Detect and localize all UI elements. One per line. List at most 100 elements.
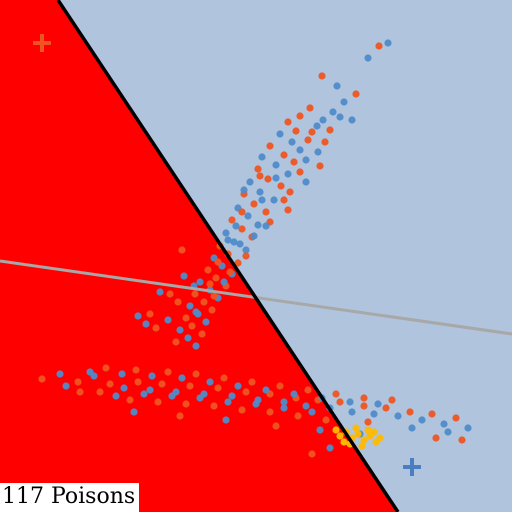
data-point <box>364 54 372 62</box>
data-point <box>290 158 298 166</box>
data-point <box>166 290 174 298</box>
data-point <box>340 438 348 446</box>
data-point <box>286 188 294 196</box>
data-point <box>258 153 266 161</box>
data-point <box>102 364 110 372</box>
data-point <box>196 278 204 286</box>
data-point <box>184 334 192 342</box>
data-point <box>134 312 142 320</box>
data-point <box>288 138 296 146</box>
data-point <box>306 104 314 112</box>
data-point <box>178 374 186 382</box>
data-point <box>242 246 250 254</box>
data-point <box>308 128 316 136</box>
orange-centroid-marker <box>33 34 51 52</box>
blue-centroid-bar-v <box>410 458 414 476</box>
orange-centroid-bar-v <box>40 34 44 52</box>
data-point <box>234 259 242 267</box>
data-point <box>280 398 288 406</box>
data-point <box>182 314 190 322</box>
data-point <box>326 126 334 134</box>
decision-boundary-line <box>56 0 400 512</box>
data-point <box>222 229 230 237</box>
data-point <box>336 398 344 406</box>
data-point <box>418 416 426 424</box>
data-point <box>62 382 70 390</box>
data-point <box>152 324 160 332</box>
data-point <box>238 406 246 414</box>
data-point <box>196 394 204 402</box>
data-point <box>322 416 330 424</box>
data-point <box>56 370 64 378</box>
data-point <box>120 384 128 392</box>
data-point <box>432 434 440 442</box>
data-point <box>440 420 448 428</box>
data-point <box>458 436 466 444</box>
data-point <box>248 378 256 386</box>
data-point <box>262 222 270 230</box>
data-point <box>210 292 218 300</box>
data-point <box>360 402 368 410</box>
data-point <box>132 366 140 374</box>
data-point <box>304 136 312 144</box>
data-point <box>252 400 260 408</box>
data-point <box>191 290 199 298</box>
data-point <box>164 316 172 324</box>
data-point <box>302 178 310 186</box>
data-point <box>296 168 304 176</box>
data-point <box>96 388 104 396</box>
data-point <box>130 408 138 416</box>
data-point <box>360 394 368 402</box>
data-point <box>304 386 312 394</box>
data-point <box>202 318 210 326</box>
data-point <box>382 404 390 412</box>
data-point <box>375 42 383 50</box>
data-point <box>242 388 250 396</box>
data-point <box>238 208 246 216</box>
data-point <box>262 208 270 216</box>
data-point <box>408 424 416 432</box>
data-point <box>262 386 270 394</box>
data-point <box>232 222 240 230</box>
data-point <box>154 398 162 406</box>
data-point <box>188 322 196 330</box>
data-point <box>256 172 264 180</box>
data-point <box>384 39 392 47</box>
data-point <box>374 400 382 408</box>
data-point <box>452 414 460 422</box>
data-point <box>208 306 216 314</box>
data-point <box>346 398 354 406</box>
data-point <box>277 182 285 190</box>
data-point <box>332 426 340 434</box>
data-point <box>336 113 344 121</box>
data-point <box>296 112 304 120</box>
data-point <box>256 188 264 196</box>
data-point <box>230 238 238 246</box>
data-point <box>348 408 356 416</box>
data-point <box>270 196 278 204</box>
data-point <box>290 390 298 398</box>
data-point <box>316 162 324 170</box>
data-point <box>296 146 304 154</box>
data-point <box>340 98 348 106</box>
data-point <box>250 200 258 208</box>
data-point <box>106 380 114 388</box>
data-point <box>228 392 236 400</box>
data-point <box>174 298 182 306</box>
data-point <box>302 402 310 410</box>
data-point <box>294 412 302 420</box>
data-point <box>118 370 126 378</box>
data-point <box>204 266 212 274</box>
data-point <box>226 268 234 276</box>
data-point <box>314 148 322 156</box>
data-point <box>316 426 324 434</box>
data-point <box>264 175 272 183</box>
data-point <box>112 392 120 400</box>
data-point <box>394 412 402 420</box>
data-point <box>308 408 316 416</box>
data-point <box>236 240 244 248</box>
data-point <box>76 388 84 396</box>
data-point <box>242 252 250 260</box>
